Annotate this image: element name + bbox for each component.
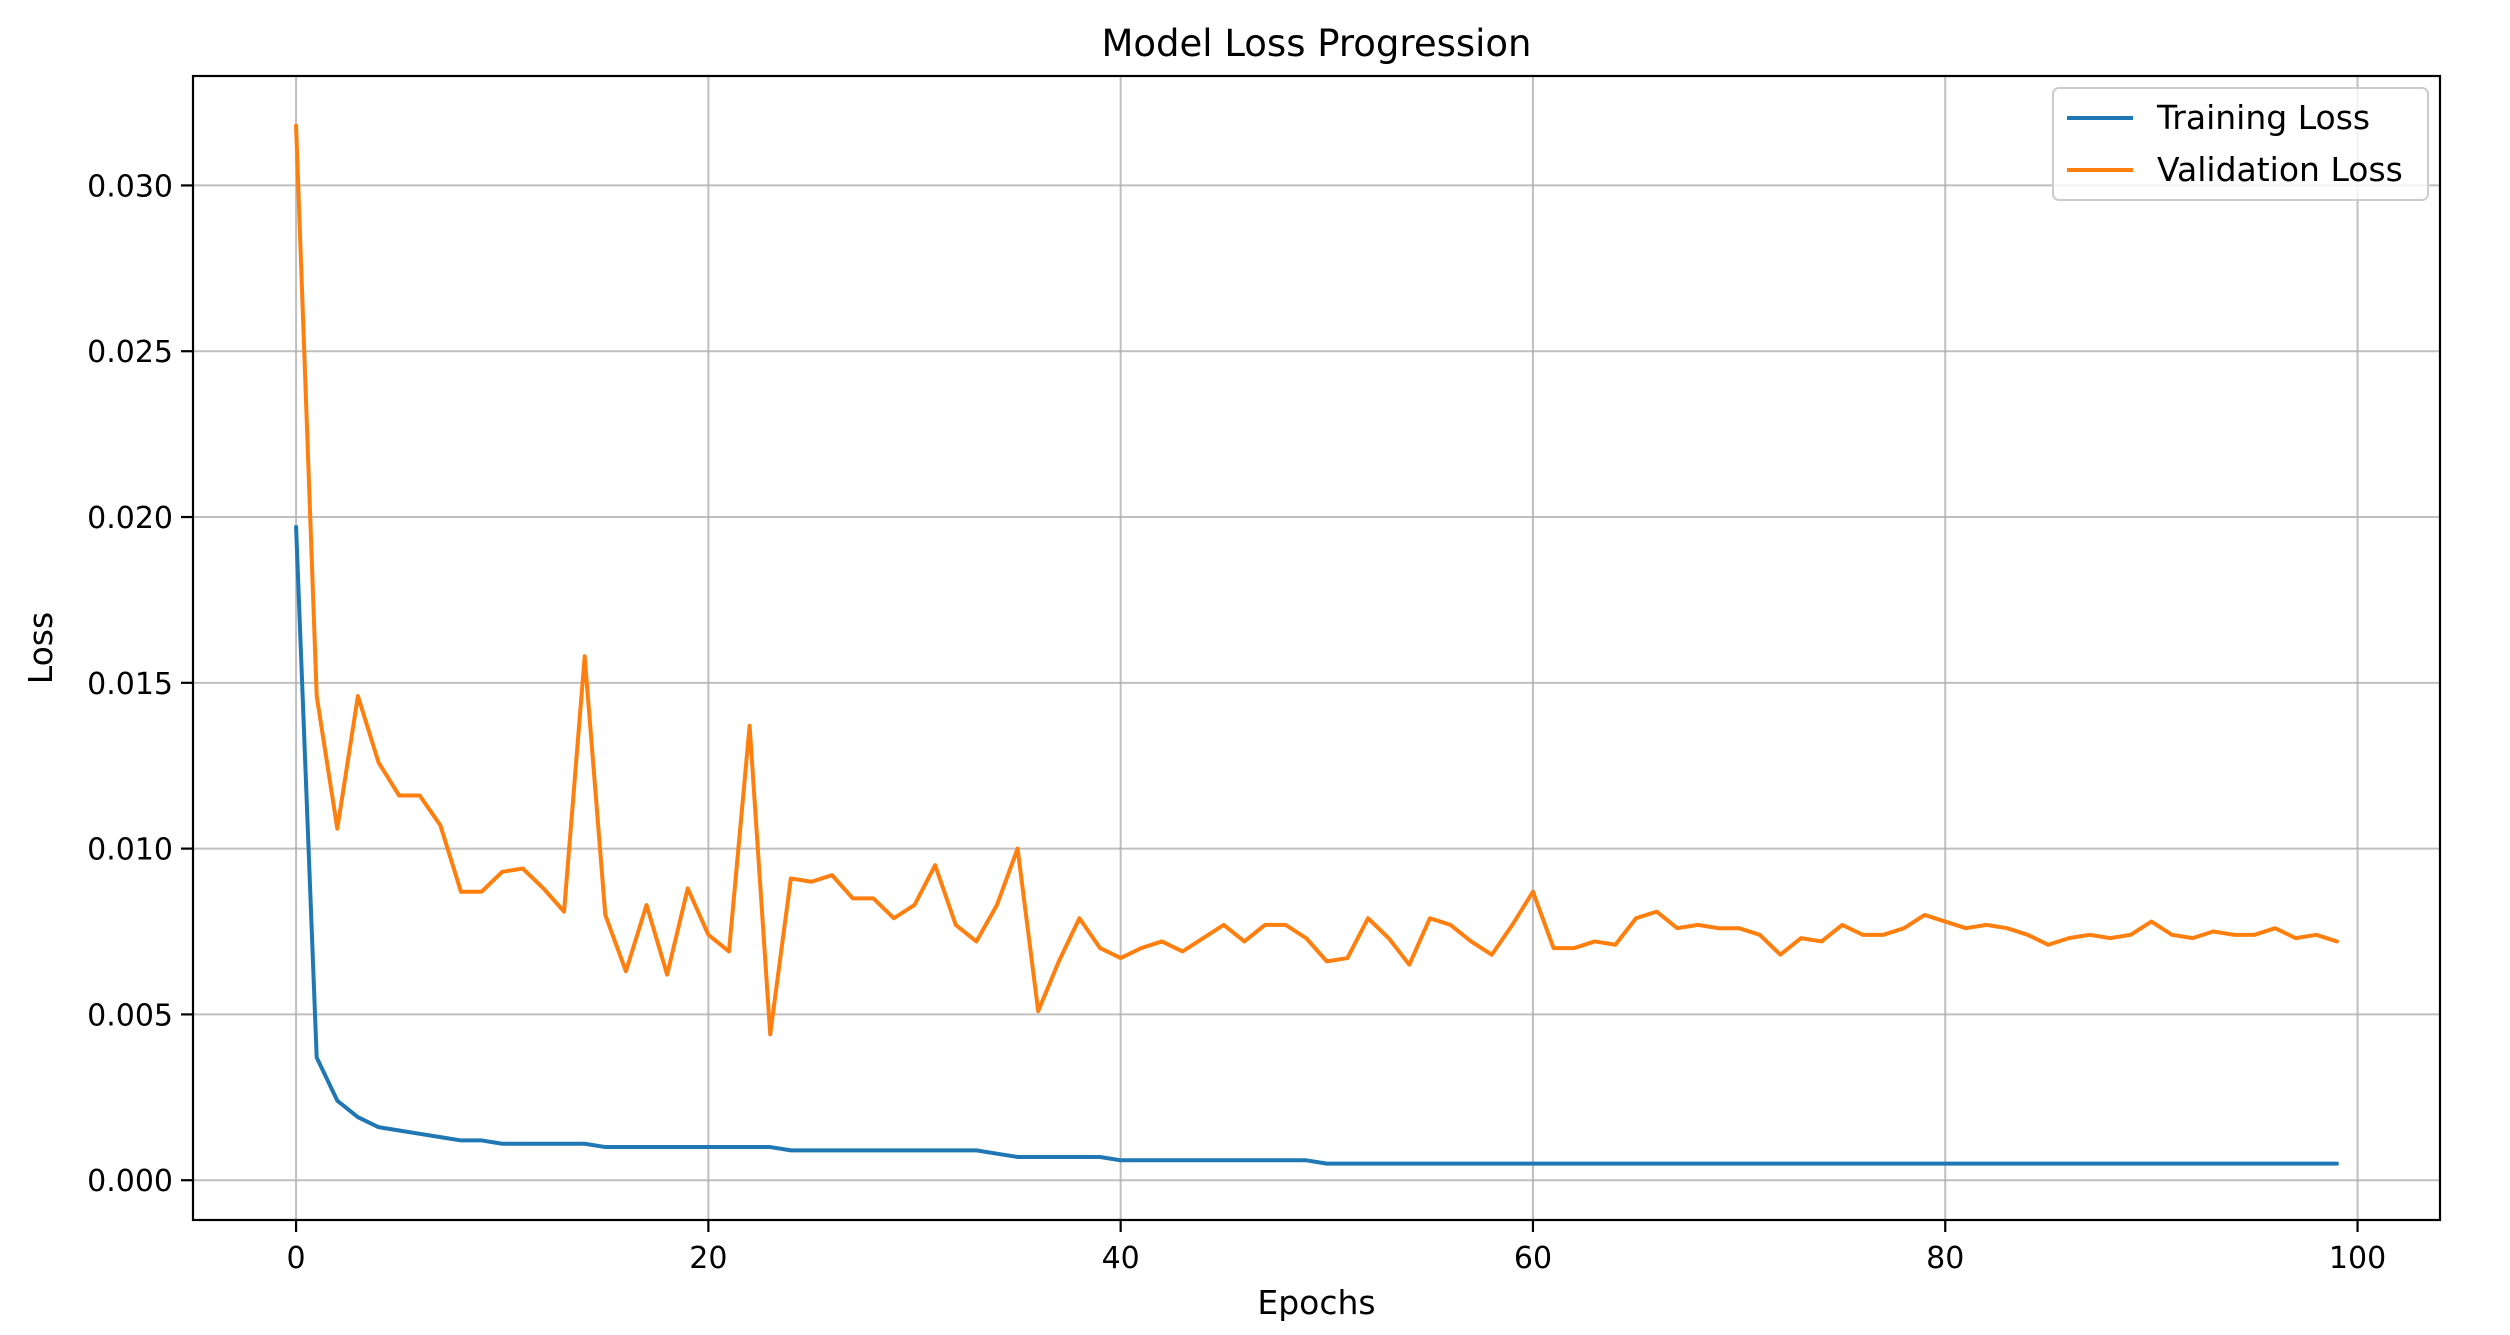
y-tick-label: 0.020 <box>87 501 173 536</box>
y-tick-label: 0.030 <box>87 169 173 204</box>
series-lines <box>294 123 2339 1166</box>
x-tick-label: 60 <box>1514 1241 1552 1276</box>
y-tick-label: 0.000 <box>87 1164 173 1199</box>
series-line-validation-loss <box>294 123 2339 1037</box>
x-tick-label: 80 <box>1926 1241 1964 1276</box>
y-tick-label: 0.010 <box>87 833 173 868</box>
legend-label-validation-loss: Validation Loss <box>2157 150 2403 189</box>
y-tick-label: 0.025 <box>87 335 173 370</box>
axis-ticks: 0 20 40 60 80 100 0.000 0.005 0.010 0.015 0.020 0.0… <box>87 169 2386 1276</box>
y-tick-label: 0.015 <box>87 667 173 702</box>
chart-title: Model Loss Progression <box>1101 22 1531 65</box>
y-axis-label: Loss <box>21 612 60 684</box>
legend-box <box>2052 87 2429 201</box>
x-axis-label: Epochs <box>1257 1283 1375 1322</box>
x-tick-label: 40 <box>1102 1241 1140 1276</box>
series-line-training-loss <box>294 524 2339 1166</box>
y-tick-label: 0.005 <box>87 998 173 1033</box>
legend: Training Loss Validation Loss <box>2052 87 2429 201</box>
x-tick-label: 100 <box>2329 1241 2386 1276</box>
x-tick-label: 20 <box>689 1241 727 1276</box>
legend-label-training-loss: Training Loss <box>2156 98 2370 137</box>
x-tick-label: 0 <box>287 1241 306 1276</box>
plot-area-frame <box>191 74 2442 1222</box>
